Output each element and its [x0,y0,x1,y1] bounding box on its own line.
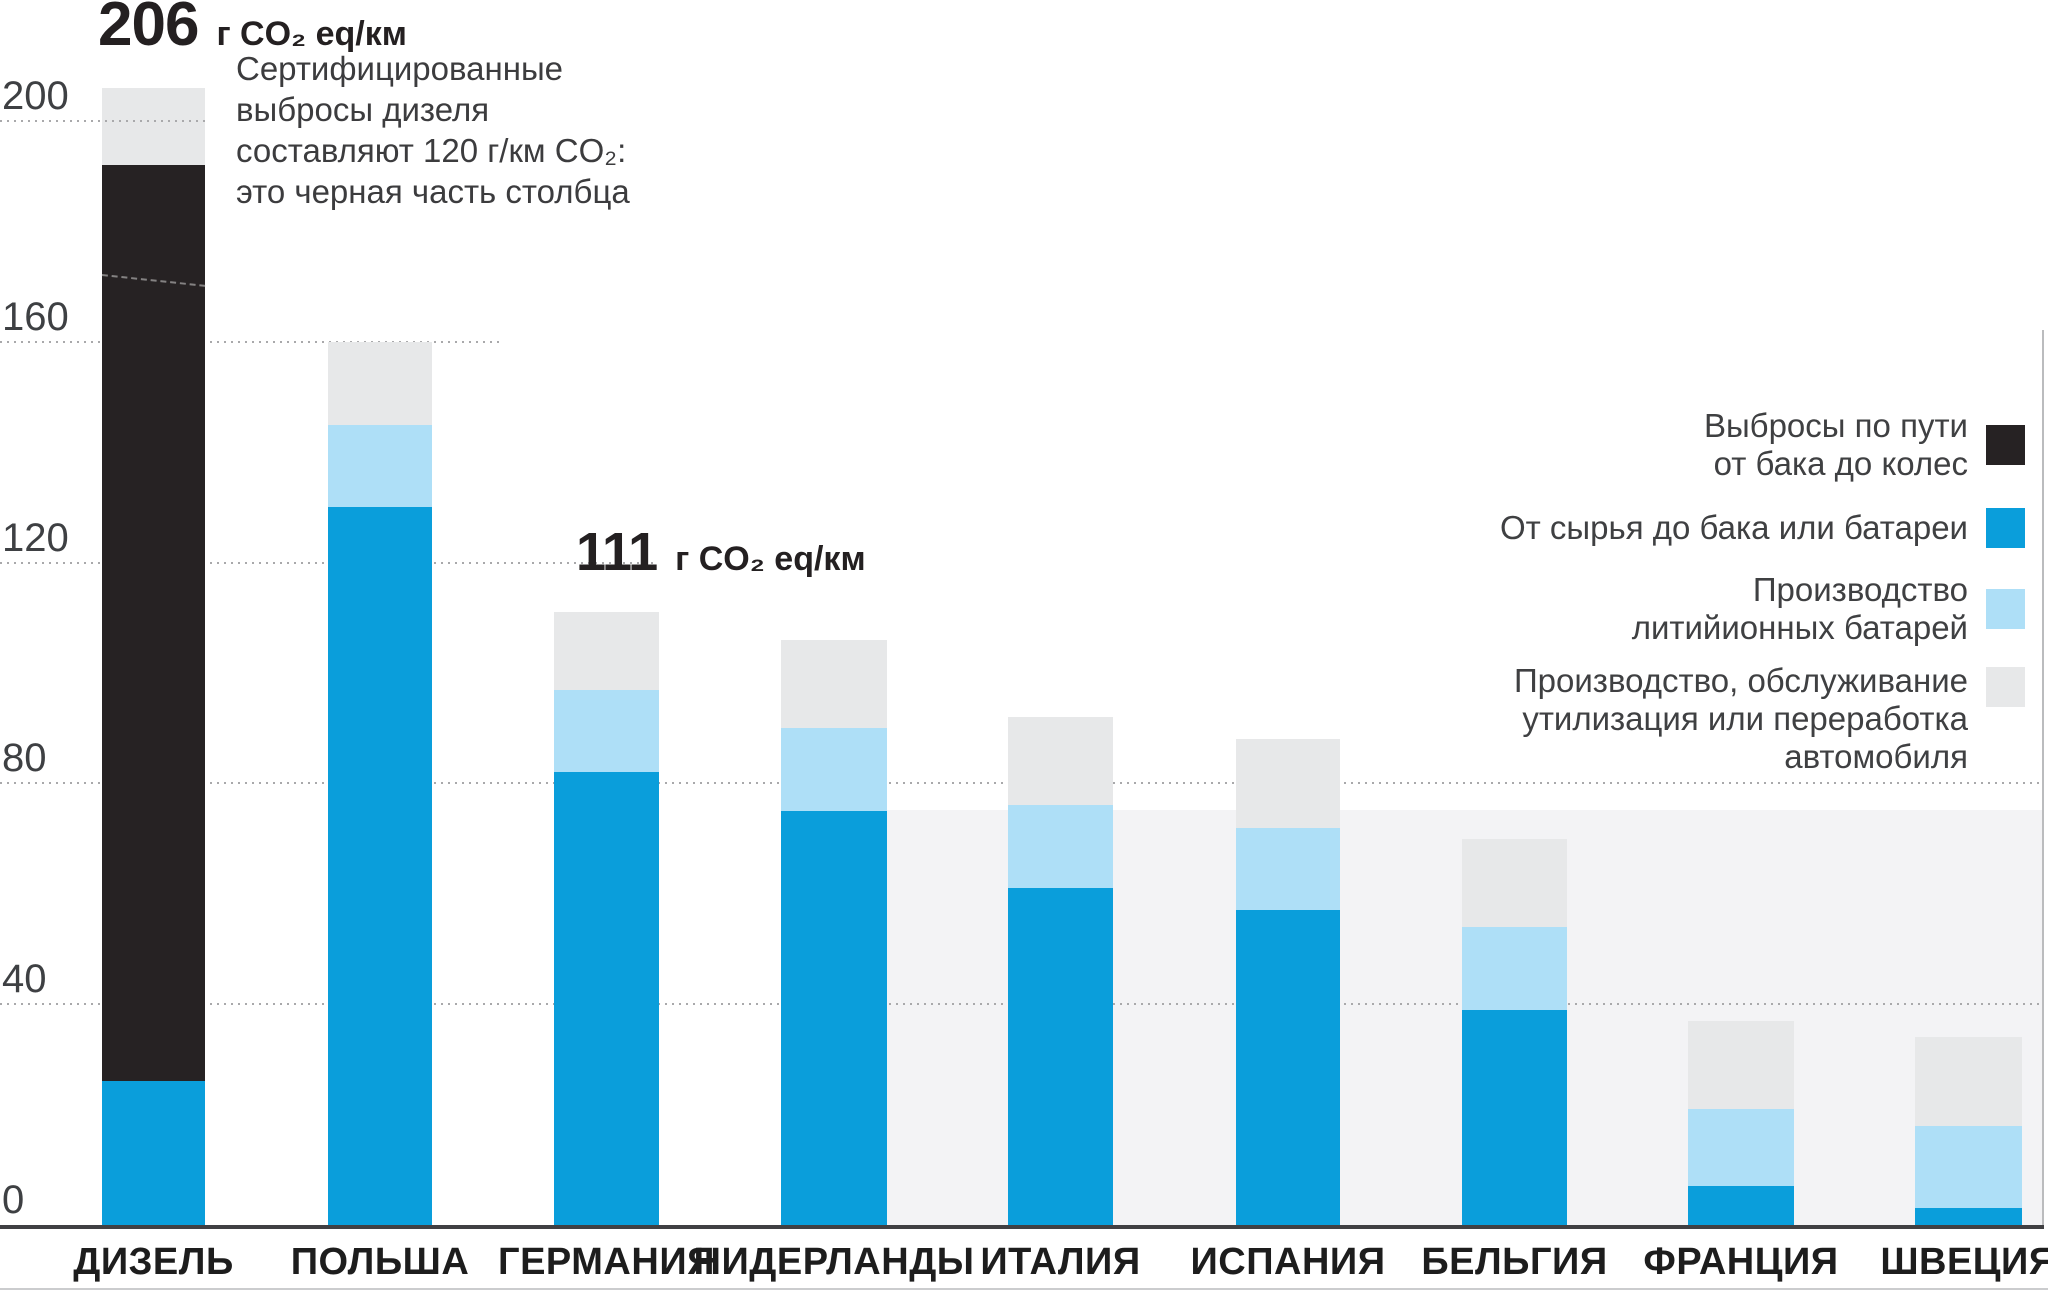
y-tick-label-0: 0 [2,1178,25,1222]
x-axis-baseline [0,1225,2044,1229]
x-axis-label-ШВЕЦИЯ: ШВЕЦИЯ [1880,1241,2048,1283]
bar-segment-vehicle-ФРАНЦИЯ [1688,1020,1794,1110]
diesel-note-line: Сертифицированные [236,50,564,87]
bar-segment-tank_to_wheel-ДИЗЕЛЬ [102,165,205,1082]
legend-swatch-gray [1986,667,2025,707]
x-axis-label-ФРАНЦИЯ: ФРАНЦИЯ [1643,1241,1839,1283]
bar-segment-battery-НИДЕРЛАНДЫ [781,728,887,811]
bar-segment-battery-ИСПАНИЯ [1236,827,1340,911]
germany-total-unit: г CO₂ eq/км [675,540,866,578]
x-axis-label-ИСПАНИЯ: ИСПАНИЯ [1190,1241,1386,1283]
diesel-note-line: составляют 120 г/км CO₂: [236,132,627,169]
bar-segment-vehicle-ШВЕЦИЯ [1915,1037,2022,1126]
bar-segment-vehicle-ПОЛЬША [328,341,432,425]
bar-segment-battery-БЕЛЬГИЯ [1462,926,1567,1010]
germany-total-annotation: 111 г CO₂ eq/км [576,524,866,580]
diesel-total-annotation: 206 г CO₂ eq/км [98,0,407,56]
bar-segment-well_to_tank-ФРАНЦИЯ [1688,1186,1794,1225]
legend-item-vehicle: Производство, обслуживание утилизация ил… [1514,662,2025,776]
legend-label: Производство литийионных батарей [1631,571,1968,646]
bar-segment-vehicle-ГЕРМАНИЯ [554,612,659,690]
y-tick-label-160: 160 [2,294,69,339]
legend-item-well-to-tank: От сырья до бака или батареи [1500,498,2025,558]
bar-segment-well_to_tank-ГЕРМАНИЯ [554,772,659,1225]
bar-segment-vehicle-ДИЗЕЛЬ [102,87,205,166]
diesel-note-line: это черная часть столбца [236,173,630,210]
legend-label: Выбросы по пути от бака до колес [1703,407,1968,482]
bar-segment-battery-ШВЕЦИЯ [1915,1125,2022,1209]
diesel-total-unit: г CO₂ eq/км [216,15,407,53]
legend-swatch-black [1986,425,2025,465]
bottom-page-rule [0,1288,2048,1290]
bar-segment-well_to_tank-ШВЕЦИЯ [1915,1208,2022,1225]
bar-segment-well_to_tank-НИДЕРЛАНДЫ [781,811,887,1225]
x-axis-label-ПОЛЬША: ПОЛЬША [290,1241,470,1283]
bar-segment-well_to_tank-ПОЛЬША [328,507,432,1225]
bar-segment-battery-ГЕРМАНИЯ [554,689,659,773]
y-tick-label-120: 120 [2,515,69,560]
legend-label: Производство, обслуживание утилизация ил… [1513,662,1968,775]
bar-segment-battery-ИТАЛИЯ [1008,805,1113,889]
diesel-note: Сертифицированные выбросы дизеля составл… [236,48,630,212]
right-edge-rule [2042,330,2044,1229]
bar-segment-vehicle-БЕЛЬГИЯ [1462,838,1567,927]
gridline-200 [0,120,209,122]
gridline-120 [0,561,655,564]
bar-segment-battery-ПОЛЬША [328,424,432,508]
legend-item-battery: Производство литийионных батарей [1632,569,2025,649]
bar-segment-well_to_tank-ДИЗЕЛЬ [102,1081,205,1225]
diesel-note-line: выбросы дизеля [236,91,490,128]
x-axis-label-БЕЛЬГИЯ: БЕЛЬГИЯ [1421,1241,1608,1283]
x-axis-label-ИТАЛИЯ: ИТАЛИЯ [980,1241,1141,1283]
bar-segment-well_to_tank-ИТАЛИЯ [1008,888,1113,1225]
x-axis-label-НИДЕРЛАНДЫ: НИДЕРЛАНДЫ [693,1241,975,1283]
germany-total-value: 111 [576,522,658,582]
legend-swatch-lightblue [1986,589,2025,629]
x-axis-label-ГЕРМАНИЯ: ГЕРМАНИЯ [498,1241,715,1283]
legend-label: От сырья до бака или батареи [1499,509,1968,546]
diesel-total-value: 206 [98,0,199,59]
bar-segment-vehicle-НИДЕРЛАНДЫ [781,639,887,729]
y-tick-label-200: 200 [2,74,69,118]
y-tick-label-80: 80 [2,736,47,781]
gridline-160 [0,340,500,343]
legend-item-tank-to-wheel: Выбросы по пути от бака до колес [1704,405,2025,485]
bar-segment-vehicle-ИТАЛИЯ [1008,717,1113,806]
x-axis-label-ДИЗЕЛЬ: ДИЗЕЛЬ [73,1241,234,1283]
legend-swatch-blue [1986,508,2025,548]
bar-segment-well_to_tank-БЕЛЬГИЯ [1462,1009,1567,1225]
bar-segment-vehicle-ИСПАНИЯ [1236,739,1340,828]
y-tick-label-40: 40 [2,957,47,1002]
bar-segment-well_to_tank-ИСПАНИЯ [1236,910,1340,1225]
bar-segment-battery-ФРАНЦИЯ [1688,1109,1794,1187]
